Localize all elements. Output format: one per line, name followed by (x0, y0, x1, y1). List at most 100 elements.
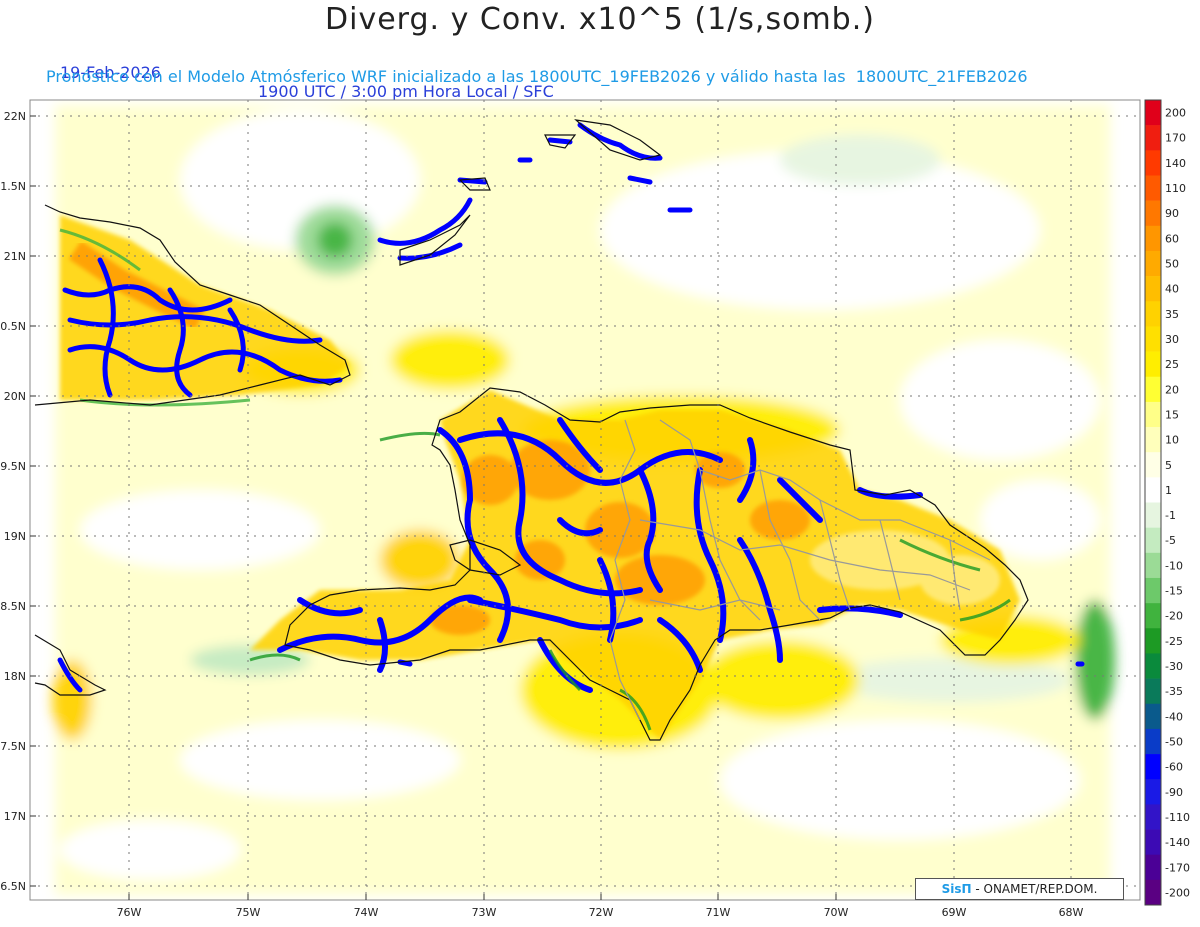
lat-label: 1.5N (0, 180, 26, 193)
colorbar-swatch (1145, 200, 1161, 227)
colorbar-swatch (1145, 653, 1161, 679)
colorbar-label: 25 (1165, 358, 1179, 371)
lon-label: 70W (824, 906, 849, 919)
colorbar-swatch (1145, 779, 1161, 805)
lon-label: 76W (117, 906, 142, 919)
colorbar-label: -30 (1165, 660, 1183, 673)
lon-label: 72W (589, 906, 614, 919)
colorbar-label: 40 (1165, 283, 1179, 296)
lon-label: 68W (1059, 906, 1084, 919)
colorbar-swatch (1145, 452, 1161, 478)
colorbar-swatch (1145, 754, 1161, 780)
colorbar-label: -50 (1165, 735, 1183, 748)
colorbar-swatch (1145, 477, 1161, 503)
lat-label: 17N (4, 810, 26, 823)
lon-label: 71W (706, 906, 731, 919)
colorbar-swatch (1145, 879, 1161, 906)
colorbar-label: -140 (1165, 836, 1190, 849)
colorbar-label: 90 (1165, 207, 1179, 220)
colorbar-swatch (1145, 351, 1161, 378)
colorbar-swatch (1145, 527, 1161, 554)
colorbar-swatch (1145, 301, 1161, 327)
colorbar-label: 5 (1165, 459, 1172, 472)
plot-frame (29, 99, 1141, 901)
lat-label: 18N (4, 670, 26, 683)
lat-label: 19N (4, 530, 26, 543)
cuba-east-field (59, 215, 350, 407)
colorbar-label: -1 (1165, 509, 1176, 522)
colorbar-label: 35 (1165, 308, 1179, 321)
colorbar-swatch (1145, 804, 1161, 830)
lon-label: 74W (354, 906, 379, 919)
colorbar-swatch (1145, 250, 1161, 277)
colorbar-swatch (1145, 150, 1161, 176)
valid-time-line: 19-Feb-2026 1900 UTC / 3:00 pm Hora Loca… (0, 44, 1200, 101)
model-info-line: Pronóstico con el Modelo Atmósferico WRF… (46, 67, 1028, 86)
forecast-date: 19-Feb-2026 (60, 63, 161, 82)
colorbar-swatch (1145, 603, 1161, 629)
colorbar-swatch (1145, 276, 1161, 302)
colorbar-label: 10 (1165, 434, 1179, 447)
colorbar-label: -40 (1165, 710, 1183, 723)
colorbar-swatch (1145, 376, 1161, 403)
lon-label: 75W (236, 906, 261, 919)
colorbar-swatch (1145, 175, 1161, 201)
province-borders (609, 419, 991, 721)
graticule (30, 100, 1140, 900)
colorbar-label: 200 (1165, 107, 1186, 120)
lat-label: 0.5N (0, 320, 26, 333)
colorbar-label: 20 (1165, 383, 1179, 396)
colorbar-swatch (1145, 728, 1161, 755)
colorbar-label: -15 (1165, 585, 1183, 598)
colorbar-label: 140 (1165, 157, 1186, 170)
colorbar-label: -110 (1165, 811, 1190, 824)
lat-label: 8.5N (0, 600, 26, 613)
credit-box: SisΠ - ONAMET/REP.DOM. (915, 878, 1124, 900)
colorbar-label: -90 (1165, 786, 1183, 799)
lon-label: 69W (942, 906, 967, 919)
colorbar-label: -60 (1165, 761, 1183, 774)
colorbar-label: 60 (1165, 232, 1179, 245)
forecast-time: 1900 UTC / 3:00 pm Hora Local / SFC (258, 82, 554, 101)
colorbar-label: 1 (1165, 484, 1172, 497)
colorbar-label: -35 (1165, 685, 1183, 698)
colorbar-swatch (1145, 427, 1161, 453)
colorbar-label: -20 (1165, 610, 1183, 623)
colorbar-label: 30 (1165, 333, 1179, 346)
colorbar-swatch (1145, 401, 1161, 428)
colorbar-frame (1144, 99, 1162, 906)
colorbar-swatch (1145, 829, 1161, 855)
map-title: Diverg. y Conv. x10^5 (1/s,somb.) (325, 2, 875, 37)
colorbar-label: -25 (1165, 635, 1183, 648)
colorbar-swatch (1145, 854, 1161, 881)
sispi-logo: SisΠ (941, 882, 972, 896)
colorbar-swatch (1145, 502, 1161, 528)
colorbar-swatch (1145, 326, 1161, 352)
colorbar-swatch (1145, 100, 1161, 126)
colorbar-swatch (1145, 125, 1161, 151)
latitude-labels: 22N 1.5N 21N 0.5N 20N 9.5N 19N 8.5N 18N … (0, 110, 26, 893)
colorbar-swatch (1145, 628, 1161, 654)
lat-label: 21N (4, 250, 26, 263)
colorbar-label: 110 (1165, 182, 1186, 195)
colorbar-swatch (1145, 577, 1161, 604)
lat-label: 9.5N (0, 460, 26, 473)
colorbar-swatch (1145, 703, 1161, 730)
colorbar-label: 50 (1165, 258, 1179, 271)
colorbar: 200 170 140 110 90 60 50 40 35 30 25 20 15 10 5 1 -1 -5 -1… (1144, 99, 1190, 906)
credit-text: - ONAMET/REP.DOM. (975, 882, 1098, 896)
colorbar-label: -200 (1165, 886, 1190, 899)
lat-label: 7.5N (0, 740, 26, 753)
colorbar-swatch (1145, 225, 1161, 252)
lat-label: 6.5N (0, 880, 26, 893)
field-shading (30, 100, 1140, 900)
colorbar-swatch (1145, 678, 1161, 705)
colorbar-label: -5 (1165, 534, 1176, 547)
lat-label: 22N (4, 110, 26, 123)
longitude-labels: 76W 75W 74W 73W 72W 71W 70W 69W 68W (117, 906, 1084, 919)
lat-label: 20N (4, 390, 26, 403)
colorbar-swatch (1145, 552, 1161, 579)
coastlines (34, 119, 1029, 741)
lon-label: 73W (472, 906, 497, 919)
